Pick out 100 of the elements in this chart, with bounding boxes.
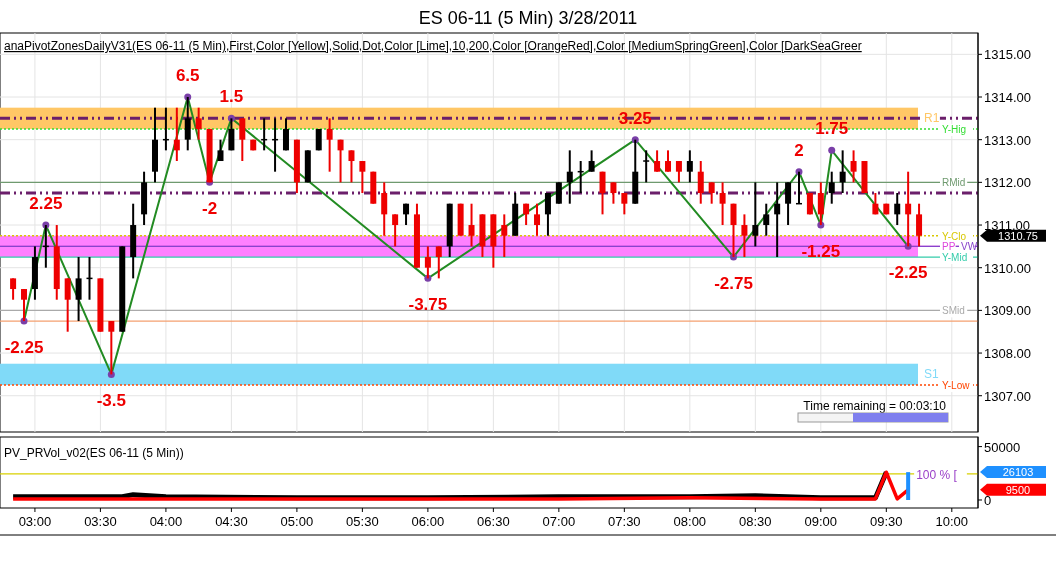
candlestick: [839, 149, 846, 195]
candlestick: [774, 181, 781, 259]
annotation: 2: [794, 140, 804, 160]
candlestick: [665, 149, 672, 173]
x-tick-label: 05:30: [346, 514, 379, 529]
candlestick: [392, 213, 399, 248]
candlestick: [544, 192, 551, 237]
y-tick-label: 1314.00: [984, 90, 1031, 106]
candlestick: [850, 149, 857, 184]
x-tick-label: 10:00: [935, 514, 969, 529]
candlestick: [719, 181, 726, 227]
candlestick: [785, 181, 792, 227]
candlestick: [348, 149, 355, 184]
candlestick: [326, 117, 333, 173]
annotation: -2.25: [4, 338, 44, 358]
band-label: R1: [924, 111, 940, 126]
candlestick: [588, 149, 595, 173]
y-tick-label: 1307.00: [984, 388, 1031, 404]
x-tick-label: 03:30: [84, 514, 117, 529]
candlestick: [555, 181, 562, 205]
candlestick: [828, 170, 835, 205]
candlestick: [566, 149, 573, 205]
x-tick-label: 09:00: [804, 514, 838, 529]
annotation: 1.75: [815, 119, 849, 139]
ref-line-label: Y-Clo: [942, 230, 967, 242]
ref-line-label: RMid: [942, 177, 966, 189]
text: PV_PRVol_v02(ES 06-11 (5 Min)): [4, 446, 184, 460]
candlestick: [10, 277, 17, 301]
ref-line-label: Y-Mid: [942, 252, 968, 264]
annotation: anaPivotZonesDailyV31(ES 06-11 (5 Min),First,Color [Yellow],Solid,Dot,Color [Lime],10,200,Color [OrangeRed],Color [MediumSpringGreen],Color [DarkSeaGreer: [4, 39, 862, 53]
candlestick: [621, 192, 628, 216]
candlestick: [610, 181, 617, 205]
candlestick: [894, 192, 901, 227]
candlestick: [184, 96, 191, 152]
ref-line-label: VW: [961, 241, 978, 253]
x-tick-label: 08:30: [739, 514, 772, 529]
ref-line-label: Y-Hig: [942, 124, 967, 136]
x-tick-label: 07:00: [542, 514, 576, 529]
candlestick: [75, 256, 82, 323]
x-tick-label: 08:00: [673, 514, 707, 529]
annotation: -3.5: [96, 391, 126, 411]
candlestick: [108, 320, 115, 376]
y-tick-label: 1310.00: [984, 260, 1031, 276]
candlestick: [501, 213, 508, 259]
y-tick-label: 1309.00: [984, 303, 1031, 319]
x-tick-label: 06:30: [477, 514, 510, 529]
candlestick: [686, 149, 693, 184]
x-tick-label: 04:00: [149, 514, 183, 529]
candlestick: [643, 149, 650, 184]
candlestick: [359, 160, 366, 195]
y-tick-label: 1315.00: [984, 47, 1031, 63]
ref-line-label: PP: [942, 241, 956, 253]
annotation: Time remaining = 00:03:10: [803, 399, 947, 413]
x-tick-label: 05:00: [280, 514, 314, 529]
x-tick-label: 06:00: [411, 514, 445, 529]
text: 1310.75: [998, 229, 1038, 242]
x-tick-label: 07:30: [608, 514, 641, 529]
y-tick-label: 1312.00: [984, 175, 1031, 191]
band-label: S1: [924, 367, 939, 382]
x-tick-label: 04:30: [215, 514, 248, 529]
candlestick: [916, 202, 923, 248]
text: 9500: [1005, 483, 1031, 496]
candlestick: [599, 170, 606, 216]
annotation: -3.75: [408, 295, 448, 315]
candlestick: [228, 117, 235, 152]
text: 26103: [1002, 466, 1034, 479]
annotation: 2.25: [29, 194, 63, 214]
candlestick: [708, 181, 715, 205]
annotation: -1.25: [801, 242, 841, 262]
candlestick: [697, 160, 704, 205]
chart-title: ES 06-11 (5 Min) 3/28/2011: [418, 8, 638, 28]
candlestick: [741, 213, 748, 259]
ref-line-label: SMid: [942, 305, 965, 317]
candlestick: [381, 181, 388, 237]
candlestick: [763, 202, 770, 237]
y-tick-label: 50000: [984, 439, 1021, 455]
candlestick: [195, 106, 202, 141]
y-tick-label: 1313.00: [984, 132, 1031, 148]
annotation: -2.25: [888, 263, 928, 283]
y-tick-label: 0: [984, 492, 992, 508]
annotation: -2: [202, 199, 218, 219]
candlestick: [337, 138, 344, 184]
ref-line-label: Y-Low: [942, 380, 971, 392]
annotation: 100 % [: [916, 467, 958, 482]
candlestick: [282, 117, 289, 152]
x-tick-label: 09:30: [870, 514, 903, 529]
annotation: -2.75: [714, 274, 753, 294]
x-tick-label: 03:00: [18, 514, 52, 529]
candlestick: [435, 245, 442, 280]
annotation: 6.5: [175, 66, 200, 86]
annotation: 3.25: [618, 108, 652, 128]
candlestick: [675, 160, 682, 184]
y-tick-label: 1308.00: [984, 346, 1031, 362]
candlestick: [173, 106, 180, 163]
candlestick: [468, 202, 475, 248]
candlestick: [752, 181, 759, 248]
candlestick: [654, 149, 661, 173]
candlestick: [239, 117, 246, 163]
candlestick: [64, 277, 71, 333]
annotation: 1.5: [219, 87, 244, 107]
